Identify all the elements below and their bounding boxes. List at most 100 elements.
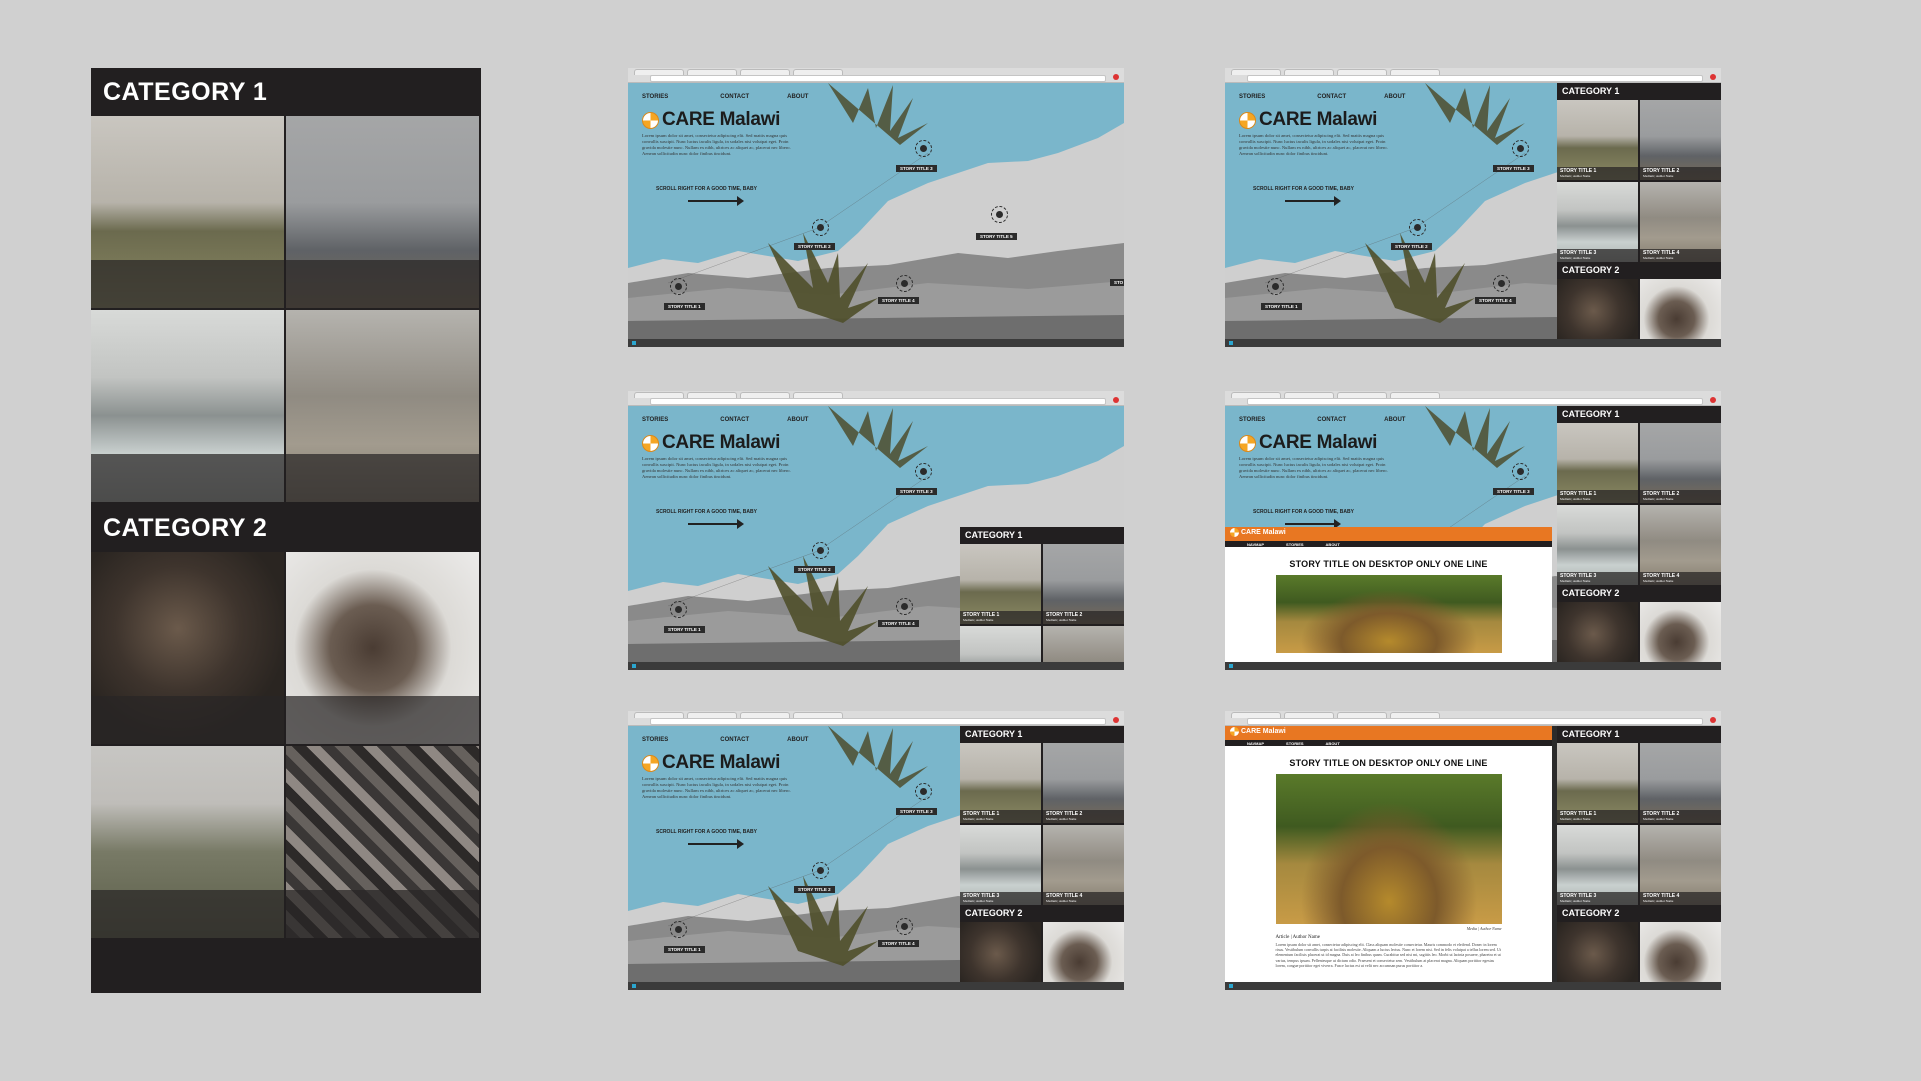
start-icon[interactable] (632, 664, 636, 668)
story-pin[interactable] (915, 783, 932, 800)
nav-about[interactable]: ABOUT (787, 94, 809, 100)
site-logo[interactable]: CARE Malawi (1239, 109, 1377, 131)
story-pin[interactable] (812, 862, 829, 879)
story-pin[interactable] (812, 542, 829, 559)
story-pin[interactable] (896, 918, 913, 935)
article-nav-item[interactable]: NAVMAP (1247, 740, 1265, 746)
browser-tab[interactable] (1284, 392, 1334, 398)
side-story-tile[interactable] (960, 922, 1041, 982)
address-bar[interactable] (1247, 75, 1703, 82)
browser-tab[interactable] (1390, 392, 1440, 398)
story-pin-label[interactable]: STORY TITLE 2 (794, 566, 835, 573)
start-icon[interactable] (1229, 341, 1233, 345)
site-logo[interactable]: CARE Malawi (1239, 432, 1377, 454)
article-nav-item[interactable]: ABOUT (1325, 541, 1340, 547)
story-pin-label[interactable]: STORY TITLE 2 (794, 243, 835, 250)
story-pin[interactable] (1493, 275, 1510, 292)
story-pin-label[interactable]: STORY TITLE 1 (664, 946, 705, 953)
site-logo[interactable]: CARE Malawi (642, 432, 780, 454)
browser-tab[interactable] (1231, 712, 1281, 718)
story-tile[interactable] (286, 310, 479, 502)
side-story-tile[interactable]: STORY TITLE 1 Medium | Author Name (960, 743, 1041, 823)
browser-extension-icon[interactable] (1113, 74, 1119, 80)
story-pin[interactable] (1409, 219, 1426, 236)
arrow-right-icon[interactable] (688, 196, 744, 206)
side-story-tile[interactable] (1640, 279, 1721, 339)
story-pin[interactable] (670, 921, 687, 938)
browser-extension-icon[interactable] (1113, 717, 1119, 723)
side-story-tile[interactable] (1043, 922, 1124, 982)
nav-contact[interactable]: CONTACT (720, 737, 750, 743)
story-pin[interactable] (812, 219, 829, 236)
story-pin[interactable] (670, 601, 687, 618)
nav-contact[interactable]: CONTACT (1317, 417, 1347, 423)
browser-extension-icon[interactable] (1710, 397, 1716, 403)
story-pin-label[interactable]: STORY TITLE 2 (794, 886, 835, 893)
side-story-tile[interactable]: STORY TITLE 1 Medium | Author Name (1557, 743, 1638, 823)
story-pin-label[interactable]: STORY TITLE 3 (1493, 165, 1534, 172)
browser-tab[interactable] (1337, 69, 1387, 75)
nav-contact[interactable]: CONTACT (720, 94, 750, 100)
story-pin-label[interactable]: STORY TITLE 1 (664, 303, 705, 310)
address-bar[interactable] (650, 718, 1106, 725)
browser-tab[interactable] (1284, 69, 1334, 75)
side-story-tile[interactable]: STORY TITLE 1 Medium | Author Name (1557, 423, 1638, 503)
arrow-right-icon[interactable] (1285, 196, 1341, 206)
story-tile[interactable] (286, 746, 479, 938)
browser-tab[interactable] (634, 69, 684, 75)
story-pin-label[interactable]: STORY TITLE 4 (878, 940, 919, 947)
side-story-tile[interactable]: STORY TITLE 1 Medium | Author Name (1557, 100, 1638, 180)
article-logo[interactable]: CARE Malawi (1230, 528, 1286, 537)
browser-tab[interactable] (740, 712, 790, 718)
story-pin-label[interactable]: STORY TITLE 4 (878, 620, 919, 627)
arrow-right-icon[interactable] (688, 839, 744, 849)
address-bar[interactable] (650, 75, 1106, 82)
article-nav-item[interactable]: STORIES (1286, 740, 1304, 746)
story-pin-label[interactable]: STORY TITLE 3 (896, 165, 937, 172)
story-tile[interactable] (286, 552, 479, 744)
story-pin-label[interactable]: STORY TITLE 3 (896, 808, 937, 815)
article-logo[interactable]: CARE Malawi (1230, 727, 1286, 736)
browser-tab[interactable] (740, 69, 790, 75)
side-story-tile[interactable]: STORY TITLE 2 Medium | Author Name (1640, 743, 1721, 823)
side-story-tile[interactable]: STORY TITLE 2 Medium | Author Name (1640, 100, 1721, 180)
browser-extension-icon[interactable] (1710, 74, 1716, 80)
side-story-tile[interactable]: STORY TITLE 1 Medium | Author Name (960, 544, 1041, 624)
nav-contact[interactable]: CONTACT (720, 417, 750, 423)
nav-stories[interactable]: STORIES (642, 417, 669, 423)
browser-tab[interactable] (687, 392, 737, 398)
story-pin[interactable] (991, 206, 1008, 223)
side-story-tile[interactable] (1640, 602, 1721, 662)
story-pin[interactable] (1512, 463, 1529, 480)
story-tile[interactable] (91, 310, 284, 502)
browser-tab[interactable] (634, 392, 684, 398)
arrow-right-icon[interactable] (688, 519, 744, 529)
nav-about[interactable]: ABOUT (1384, 94, 1406, 100)
story-pin-label[interactable]: STORY TITLE 1 (1261, 303, 1302, 310)
browser-extension-icon[interactable] (1710, 717, 1716, 723)
nav-about[interactable]: ABOUT (787, 417, 809, 423)
story-pin-label[interactable]: STORY TITLE 3 (896, 488, 937, 495)
nav-stories[interactable]: STORIES (642, 94, 669, 100)
nav-stories[interactable]: STORIES (1239, 417, 1266, 423)
nav-about[interactable]: ABOUT (1384, 417, 1406, 423)
nav-contact[interactable]: CONTACT (1317, 94, 1347, 100)
story-pin-label[interactable]: STORY TITLE 5 (976, 233, 1017, 240)
start-icon[interactable] (632, 341, 636, 345)
story-tile[interactable] (91, 746, 284, 938)
story-pin[interactable] (915, 140, 932, 157)
story-tile[interactable] (91, 116, 284, 308)
story-tile[interactable] (286, 116, 479, 308)
start-icon[interactable] (632, 984, 636, 988)
article-nav-item[interactable]: ABOUT (1325, 740, 1340, 746)
story-pin[interactable] (896, 598, 913, 615)
browser-tab[interactable] (1231, 69, 1281, 75)
browser-tab[interactable] (793, 712, 843, 718)
story-pin[interactable] (670, 278, 687, 295)
browser-tab[interactable] (1337, 392, 1387, 398)
